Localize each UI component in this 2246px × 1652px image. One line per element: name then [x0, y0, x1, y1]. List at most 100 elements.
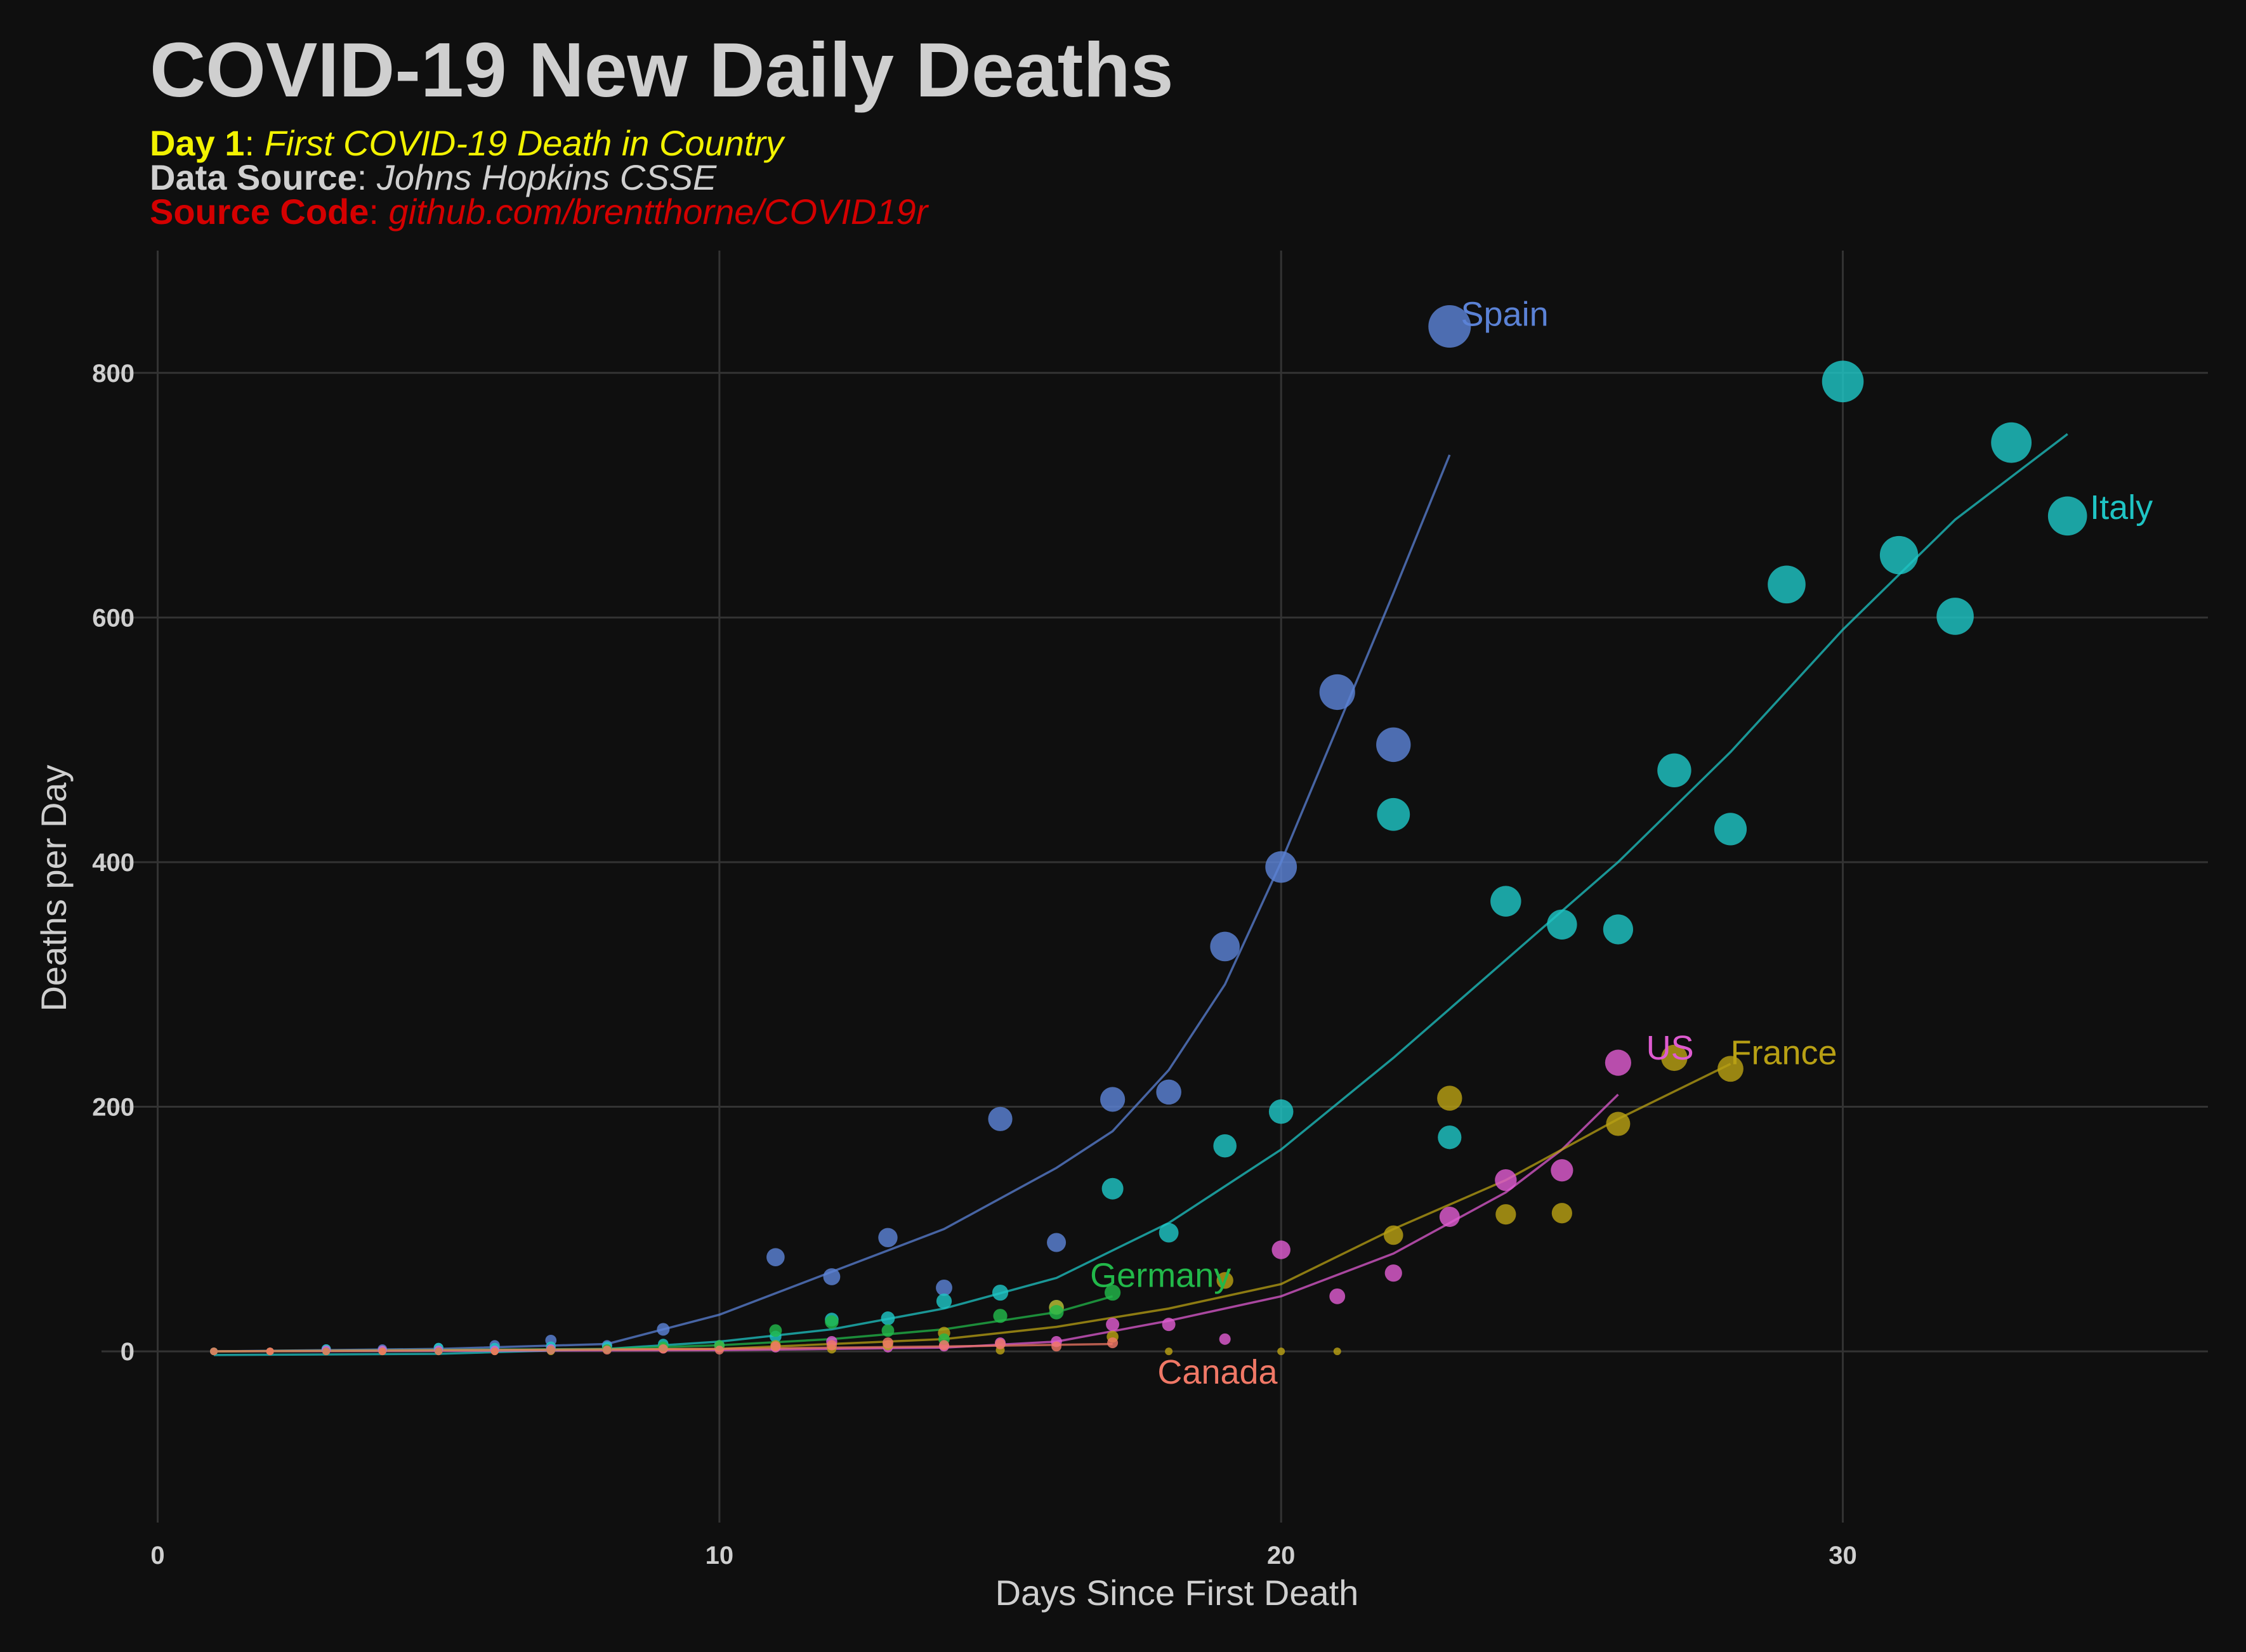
point-italy [1490, 886, 1521, 917]
point-france [1606, 1111, 1631, 1136]
point-canada [770, 1341, 781, 1352]
point-france [1437, 1085, 1462, 1111]
x-tick-label: 30 [1829, 1542, 1857, 1570]
point-france [1277, 1347, 1285, 1356]
point-italy [1879, 535, 1919, 575]
series-label-italy: Italy [2090, 488, 2153, 527]
point-canada [490, 1347, 499, 1356]
y-tick-label: 600 [92, 604, 135, 632]
point-spain [1210, 931, 1240, 962]
point-italy [1657, 753, 1691, 788]
data-points [210, 305, 2087, 1356]
point-italy [1714, 813, 1747, 846]
tick-labels: 0 200 400 600 800 0 10 20 30 [92, 360, 1857, 1570]
point-italy [1438, 1125, 1462, 1150]
point-canada [322, 1347, 331, 1356]
point-spain [1319, 674, 1355, 711]
point-italy [1991, 422, 2032, 463]
point-france [1551, 1203, 1572, 1224]
subtitle-data-source: Data Source: Johns Hopkins CSSE [150, 157, 717, 197]
point-italy [1377, 797, 1410, 831]
point-spain [1047, 1233, 1067, 1252]
point-france [1165, 1347, 1173, 1356]
point-spain [766, 1248, 785, 1266]
y-axis-label: Deaths per Day [34, 764, 74, 1011]
point-germany [1049, 1305, 1064, 1320]
point-italy [1268, 1099, 1294, 1124]
point-germany [881, 1324, 895, 1337]
point-us [1605, 1049, 1631, 1076]
point-italy [1768, 565, 1806, 604]
point-canada [826, 1340, 837, 1351]
point-spain [878, 1228, 898, 1248]
point-canada [938, 1340, 950, 1351]
trend-line-spain [214, 454, 1451, 1353]
series-labels: Spain Italy US France Germany Canada [1090, 295, 2153, 1391]
point-us [1439, 1207, 1460, 1228]
x-tick-label: 10 [706, 1542, 734, 1570]
y-tick-label: 200 [92, 1094, 135, 1122]
chart-title: COVID-19 New Daily Deaths [150, 27, 1174, 113]
y-tick-label: 400 [92, 849, 135, 877]
point-canada [602, 1346, 612, 1355]
point-canada [210, 1347, 218, 1356]
point-italy [1603, 914, 1633, 945]
point-germany [825, 1315, 839, 1329]
point-germany [769, 1324, 782, 1337]
grid-lines [102, 251, 2208, 1523]
series-label-germany: Germany [1090, 1257, 1231, 1295]
point-germany [1105, 1284, 1121, 1301]
point-spain [657, 1323, 670, 1336]
point-spain [1265, 851, 1297, 883]
point-spain [936, 1279, 952, 1296]
point-italy [881, 1311, 895, 1325]
point-spain [1376, 727, 1411, 763]
point-canada [1051, 1341, 1061, 1352]
y-tick-label: 800 [92, 360, 135, 388]
point-italy [1936, 598, 1974, 635]
point-us [1329, 1288, 1346, 1304]
point-italy [1547, 909, 1577, 940]
point-us [1106, 1318, 1120, 1332]
point-canada [659, 1344, 668, 1354]
point-us [1219, 1333, 1231, 1345]
point-us [1384, 1264, 1402, 1282]
point-spain [1428, 305, 1471, 348]
point-canada [882, 1337, 893, 1349]
subtitle-day1: Day 1: First COVID-19 Death in Country [150, 123, 784, 163]
series-label-us: US [1646, 1029, 1694, 1067]
point-canada [435, 1347, 443, 1356]
subtitle-source-code: Source Code: github.com/brentthorne/COVI… [150, 192, 928, 232]
point-canada [546, 1346, 556, 1355]
y-tick-label: 0 [121, 1338, 135, 1366]
point-canada [1107, 1337, 1119, 1349]
point-spain [823, 1268, 841, 1285]
point-france [1661, 1044, 1688, 1072]
point-italy [1159, 1223, 1179, 1243]
point-italy [1101, 1177, 1124, 1200]
point-italy [2047, 496, 2087, 536]
series-label-spain: Spain [1461, 295, 1549, 333]
point-italy [1213, 1134, 1237, 1158]
point-canada [378, 1347, 386, 1356]
point-us [1495, 1169, 1517, 1191]
point-italy [936, 1293, 952, 1309]
point-spain [1100, 1087, 1126, 1112]
point-france [1717, 1056, 1744, 1082]
point-germany [993, 1309, 1008, 1323]
point-canada [995, 1339, 1006, 1349]
point-canada [266, 1347, 274, 1356]
point-france [1495, 1204, 1516, 1225]
series-label-canada: Canada [1157, 1353, 1278, 1391]
point-italy [992, 1284, 1009, 1301]
point-canada [714, 1346, 724, 1355]
point-france [1383, 1225, 1403, 1245]
point-spain [988, 1106, 1013, 1131]
point-france [1216, 1272, 1233, 1289]
point-spain [1156, 1079, 1181, 1105]
point-us [1271, 1240, 1290, 1259]
point-us [1551, 1159, 1573, 1182]
x-axis-label: Days Since First Death [995, 1573, 1359, 1613]
point-italy [1822, 360, 1864, 403]
